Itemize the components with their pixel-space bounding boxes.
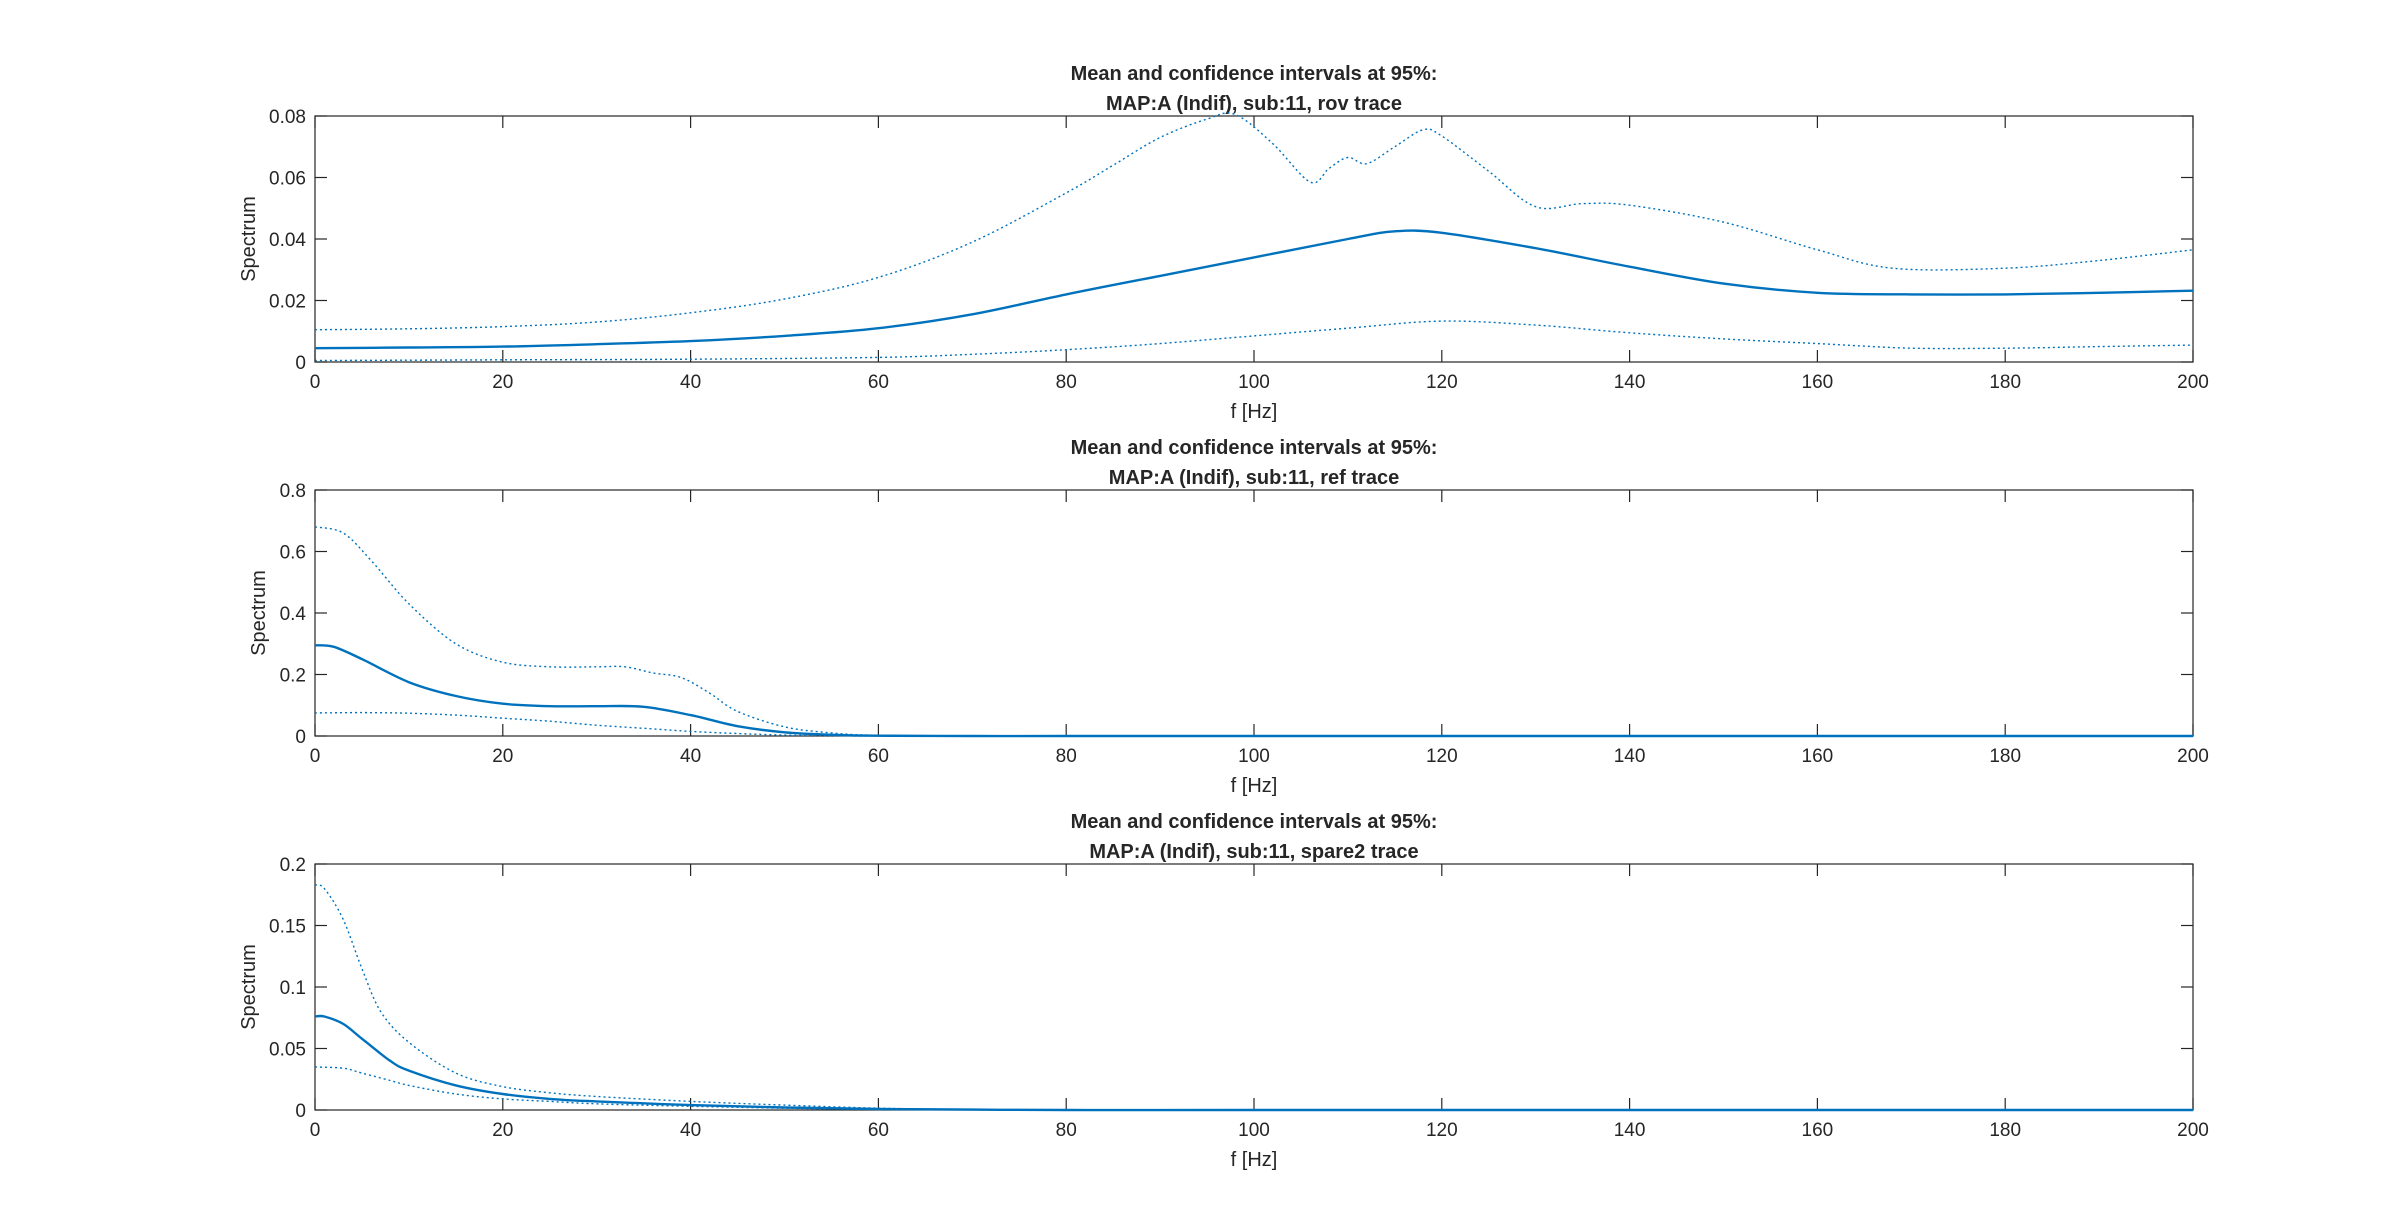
x-tick-label: 0 xyxy=(310,746,321,767)
y-axis-label: Spectrum xyxy=(238,196,260,282)
x-tick-label: 40 xyxy=(680,746,701,767)
y-tick-label: 0.02 xyxy=(269,292,306,313)
chart-panel-3: Mean and confidence intervals at 95%: MAP… xyxy=(238,811,2209,1171)
x-tick-label: 0 xyxy=(310,1120,321,1141)
y-tick-label: 0.05 xyxy=(269,1040,306,1061)
x-axis-label: f [Hz] xyxy=(1231,775,1278,797)
x-tick-label: 80 xyxy=(1056,746,1077,767)
series-line-upper xyxy=(314,884,2193,1111)
y-tick-label: 0.04 xyxy=(269,230,306,251)
series-line-lower xyxy=(314,1066,2193,1111)
series-line-mean xyxy=(314,644,2193,738)
chart-title-line-1: Mean and confidence intervals at 95%: xyxy=(1071,63,1438,85)
x-tick-label: 80 xyxy=(1056,372,1077,393)
x-tick-label: 180 xyxy=(1989,746,2021,767)
y-tick-label: 0.4 xyxy=(280,604,307,625)
x-tick-label: 60 xyxy=(868,372,889,393)
chart-title-line-2: MAP:A (Indif), sub:11, spare2 trace xyxy=(1089,841,1418,863)
x-axis-label: f [Hz] xyxy=(1231,1149,1278,1171)
series-line-lower xyxy=(314,711,2193,737)
x-tick-label: 160 xyxy=(1802,1120,1834,1141)
chart-title-line-2: MAP:A (Indif), sub:11, rov trace xyxy=(1106,93,1402,115)
x-tick-label: 20 xyxy=(492,1120,513,1141)
x-tick-label: 140 xyxy=(1614,372,1646,393)
plot-area xyxy=(314,115,2194,363)
x-tick-label: 40 xyxy=(680,1120,701,1141)
y-tick-label: 0.08 xyxy=(269,107,306,128)
x-tick-label: 100 xyxy=(1238,1120,1270,1141)
x-tick-label: 0 xyxy=(310,372,321,393)
y-tick-label: 0 xyxy=(295,727,306,748)
x-tick-label: 120 xyxy=(1426,746,1458,767)
y-axis-label: Spectrum xyxy=(248,570,270,656)
x-tick-label: 180 xyxy=(1989,372,2021,393)
chart-panel-2: Mean and confidence intervals at 95%: MAP… xyxy=(248,437,2209,797)
y-axis-label: Spectrum xyxy=(238,944,260,1030)
y-tick-label: 0.06 xyxy=(269,169,306,190)
x-tick-label: 180 xyxy=(1989,1120,2021,1141)
chart-title-line-1: Mean and confidence intervals at 95%: xyxy=(1071,811,1438,833)
series-line-upper xyxy=(314,112,2194,331)
x-tick-label: 100 xyxy=(1238,746,1270,767)
y-tick-label: 0.2 xyxy=(280,666,306,687)
y-tick-label: 0.8 xyxy=(280,481,306,502)
y-tick-label: 0.15 xyxy=(269,917,306,938)
x-tick-label: 140 xyxy=(1614,746,1646,767)
x-axis-label: f [Hz] xyxy=(1231,401,1278,423)
chart-title-line-1: Mean and confidence intervals at 95%: xyxy=(1071,437,1438,459)
x-tick-label: 200 xyxy=(2177,746,2209,767)
x-tick-label: 160 xyxy=(1802,746,1834,767)
x-tick-label: 120 xyxy=(1426,372,1458,393)
x-tick-label: 40 xyxy=(680,372,701,393)
x-tick-label: 100 xyxy=(1238,372,1270,393)
chart-panel-1: Mean and confidence intervals at 95%: MAP… xyxy=(238,63,2209,423)
x-tick-label: 20 xyxy=(492,372,513,393)
x-tick-label: 120 xyxy=(1426,1120,1458,1141)
y-tick-label: 0 xyxy=(295,353,306,374)
y-tick-label: 0.6 xyxy=(280,543,306,564)
x-tick-label: 140 xyxy=(1614,1120,1646,1141)
x-tick-label: 200 xyxy=(2177,372,2209,393)
x-tick-label: 160 xyxy=(1802,372,1834,393)
x-tick-label: 200 xyxy=(2177,1120,2209,1141)
plot-area xyxy=(314,863,2194,1111)
y-tick-label: 0.1 xyxy=(280,978,306,999)
x-tick-label: 60 xyxy=(868,746,889,767)
x-tick-label: 20 xyxy=(492,746,513,767)
x-tick-label: 60 xyxy=(868,1120,889,1141)
x-tick-label: 80 xyxy=(1056,1120,1077,1141)
plot-area xyxy=(314,489,2194,737)
chart-title-line-2: MAP:A (Indif), sub:11, ref trace xyxy=(1109,467,1399,489)
y-tick-label: 0.2 xyxy=(280,855,306,876)
series-line-mean xyxy=(314,229,2194,350)
y-tick-label: 0 xyxy=(295,1101,306,1122)
